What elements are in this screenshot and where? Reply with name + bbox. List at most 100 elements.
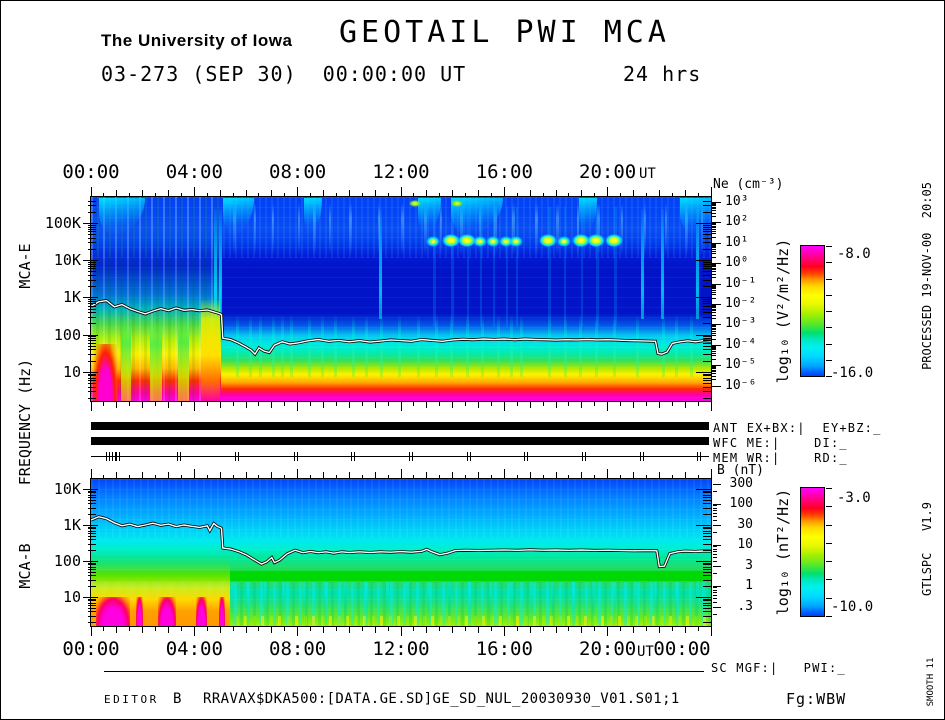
freq-minor-tick-inner — [703, 234, 711, 236]
freq-minor-tick — [88, 494, 96, 496]
ne-tick-label: 10⁻¹ — [725, 275, 757, 291]
freq-minor-tick — [88, 268, 96, 270]
time-tick — [645, 474, 647, 478]
b-tick-label: .3 — [737, 599, 753, 614]
time-tick — [555, 402, 557, 408]
time-tick — [387, 192, 389, 196]
freq-minor-tick-inner — [703, 496, 711, 498]
akr-dot-bright — [539, 234, 558, 247]
b-tick-label: 30 — [737, 517, 753, 532]
freq-minor-tick — [88, 234, 96, 236]
time-tick — [503, 627, 505, 636]
freq-minor-tick — [88, 263, 96, 265]
ne-minor-tick — [712, 247, 716, 249]
sub-streak — [280, 315, 284, 377]
time-tick — [607, 469, 609, 478]
time-tick — [310, 402, 312, 406]
colorbar-e-tick — [826, 359, 832, 361]
freq-minor-tick-inner — [703, 499, 711, 501]
cyan-wisp — [417, 198, 442, 234]
freq-minor-tick — [88, 571, 96, 573]
freq-minor-tick — [88, 575, 96, 577]
ne-minor-tick — [712, 277, 716, 279]
akr-dot-bright — [571, 234, 590, 247]
akr-dot — [556, 236, 571, 247]
time-tick — [168, 402, 169, 408]
time-tick — [439, 474, 441, 478]
time-tick — [219, 472, 221, 478]
upper-streak — [597, 203, 600, 255]
b-minor-tick — [713, 553, 717, 555]
time-tick — [633, 190, 634, 196]
time-tick — [413, 402, 415, 406]
time-tick — [90, 469, 92, 478]
time-tick — [529, 190, 531, 196]
freq-minor-tick-inner — [703, 397, 711, 399]
freq-minor-tick — [88, 279, 96, 281]
freq-minor-tick-inner — [703, 205, 711, 207]
colorbar-e-tick — [826, 246, 832, 247]
time-tick — [671, 192, 673, 196]
time-tick — [413, 474, 415, 478]
freq-minor-tick-inner — [703, 211, 711, 213]
freq-minor-tick-inner — [703, 263, 711, 265]
freq-minor-tick — [88, 490, 96, 492]
freq-minor-tick-inner — [703, 566, 711, 568]
freq-minor-tick — [88, 391, 96, 393]
freq-minor-tick-inner — [703, 261, 711, 263]
freq-minor-tick — [88, 301, 96, 302]
ne-minor-tick — [712, 332, 716, 334]
freq-minor-tick — [88, 377, 96, 379]
freq-major-tick — [83, 260, 98, 262]
freq-major-tick-inner — [696, 223, 711, 224]
time-tick — [374, 472, 376, 478]
ne-minor-tick — [712, 367, 716, 369]
time-tick — [452, 402, 454, 408]
time-tick — [607, 627, 609, 636]
freq-minor-tick — [88, 211, 96, 213]
freq-minor-tick-inner — [703, 615, 711, 617]
time-tick — [465, 402, 467, 406]
freq-minor-tick — [88, 226, 96, 228]
time-tick — [439, 402, 441, 406]
time-tick — [245, 402, 247, 408]
column-streak — [426, 582, 430, 626]
freq-minor-tick — [88, 507, 96, 509]
freq-tick-label: 100 — [53, 552, 81, 570]
band-streak — [379, 209, 383, 319]
akr-streak — [451, 207, 454, 327]
time-tick — [503, 469, 505, 478]
b-minor-tick — [713, 591, 717, 593]
cyan-wisp — [304, 198, 323, 234]
ne-minor-tick — [712, 266, 716, 268]
freq-minor-tick — [88, 249, 96, 250]
time-tick — [335, 474, 337, 478]
time-tick — [271, 472, 273, 478]
time-tick — [581, 190, 583, 196]
sub-streak — [496, 315, 500, 377]
freq-minor-tick-inner — [703, 340, 711, 342]
akr-streak — [580, 207, 584, 327]
freq-minor-tick-inner — [703, 528, 711, 530]
freq-minor-tick — [88, 604, 96, 606]
mem-event-tick — [697, 452, 702, 461]
time-tick — [193, 187, 195, 196]
column-streak — [550, 582, 554, 626]
b-tick-label: 100 — [729, 495, 753, 511]
time-tick — [607, 187, 609, 196]
akr-dot — [485, 236, 500, 247]
ne-minor-tick — [712, 206, 716, 208]
freq-minor-tick — [88, 564, 96, 566]
time-tick — [116, 190, 118, 196]
freq-minor-tick-inner — [703, 564, 711, 566]
colorbar-b-tick — [826, 561, 832, 563]
freq-major-tick — [83, 334, 98, 336]
time-tick — [271, 402, 273, 408]
time-tick — [684, 190, 686, 196]
time-tick — [594, 627, 596, 631]
akr-dot — [498, 236, 513, 247]
sub-streak — [661, 315, 665, 377]
time-tick — [142, 472, 144, 478]
time-tick — [658, 190, 660, 196]
freq-minor-tick-inner — [703, 303, 711, 305]
